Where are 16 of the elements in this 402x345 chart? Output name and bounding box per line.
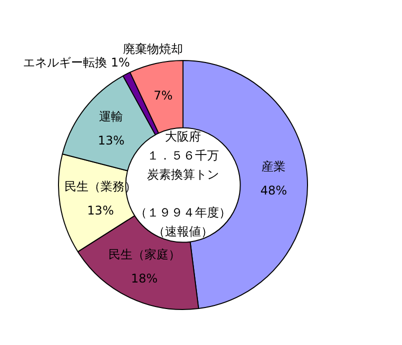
data-label: 18%: [130, 271, 158, 286]
slice-label: 運輸: [99, 109, 124, 124]
slice-label: 民生（家庭）: [108, 247, 180, 262]
data-label: 48%: [260, 183, 288, 198]
text: 大阪府: [165, 130, 201, 144]
data-label: 13%: [87, 203, 114, 218]
slice-label: 廃棄物焼却: [122, 42, 183, 56]
slice-label: エネルギー転換 1%: [23, 55, 130, 70]
data-label: 13%: [98, 133, 125, 148]
slice-label: 産業: [262, 159, 286, 174]
data-label: 7%: [154, 88, 173, 102]
text: （速報値）: [153, 224, 213, 239]
text: 炭素換算トン: [147, 168, 219, 182]
text: １．５６千万: [147, 148, 219, 163]
text: （１９９４年度）: [135, 206, 231, 220]
slice-label: 民生（業務）: [64, 179, 136, 194]
